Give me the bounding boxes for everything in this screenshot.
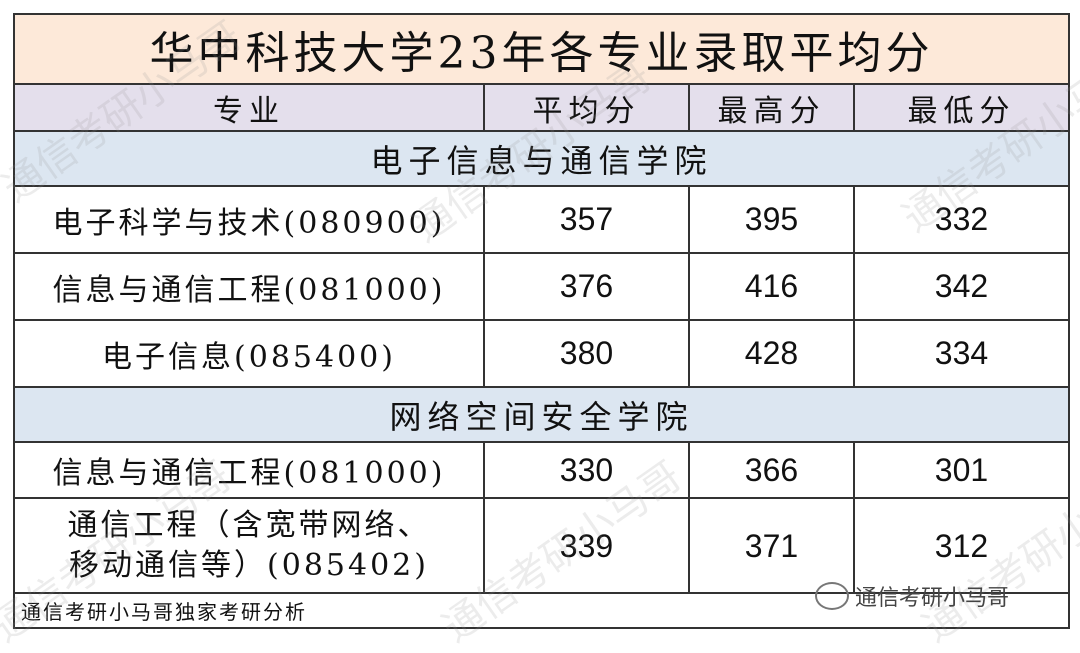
major-cell: 电子科学与技术(080900) — [13, 185, 485, 254]
avg-cell: 357 — [483, 185, 690, 254]
table-row: 电子信息(085400) 380 428 334 — [13, 319, 1070, 388]
avg-cell: 376 — [483, 252, 690, 321]
max-cell: 428 — [688, 319, 855, 388]
major-cell: 信息与通信工程(081000) — [13, 252, 485, 321]
wechat-icon — [815, 582, 849, 610]
min-cell: 301 — [853, 441, 1070, 499]
major-line-2: 移动通信等）(085402) — [69, 547, 429, 583]
brand-label: 通信考研小马哥 — [855, 586, 1010, 611]
avg-cell: 330 — [483, 441, 690, 499]
max-cell: 395 — [688, 185, 855, 254]
table-row: 电子科学与技术(080900) 357 395 332 — [13, 185, 1070, 254]
table-row: 信息与通信工程(081000) 330 366 301 — [13, 441, 1070, 499]
min-cell: 332 — [853, 185, 1070, 254]
header-min: 最低分 — [853, 83, 1070, 132]
min-cell: 334 — [853, 319, 1070, 388]
section-header: 电子信息与通信学院 — [13, 130, 1070, 187]
min-cell: 312 — [853, 497, 1070, 594]
max-cell: 371 — [688, 497, 855, 594]
header-avg: 平均分 — [483, 83, 690, 132]
avg-cell: 380 — [483, 319, 690, 388]
table-row: 信息与通信工程(081000) 376 416 342 — [13, 252, 1070, 321]
major-cell: 通信工程（含宽带网络、 移动通信等）(085402) — [13, 497, 485, 594]
max-cell: 416 — [688, 252, 855, 321]
footer-note: 通信考研小马哥独家考研分析 — [13, 592, 1070, 629]
min-cell: 342 — [853, 252, 1070, 321]
table-title: 华中科技大学23年各专业录取平均分 — [13, 13, 1070, 85]
header-major: 专业 — [13, 83, 485, 132]
major-cell: 电子信息(085400) — [13, 319, 485, 388]
brand-mark: 通信考研小马哥 — [815, 580, 1009, 612]
major-line-1: 通信工程（含宽带网络、 — [67, 507, 431, 543]
header-max: 最高分 — [688, 83, 855, 132]
max-cell: 366 — [688, 441, 855, 499]
score-table: 华中科技大学23年各专业录取平均分 专业 平均分 最高分 最低分 电子信息与通信… — [13, 13, 1070, 629]
section-header: 网络空间安全学院 — [13, 386, 1070, 443]
major-cell: 信息与通信工程(081000) — [13, 441, 485, 499]
avg-cell: 339 — [483, 497, 690, 594]
table-row: 通信工程（含宽带网络、 移动通信等）(085402) 339 371 312 — [13, 497, 1070, 594]
